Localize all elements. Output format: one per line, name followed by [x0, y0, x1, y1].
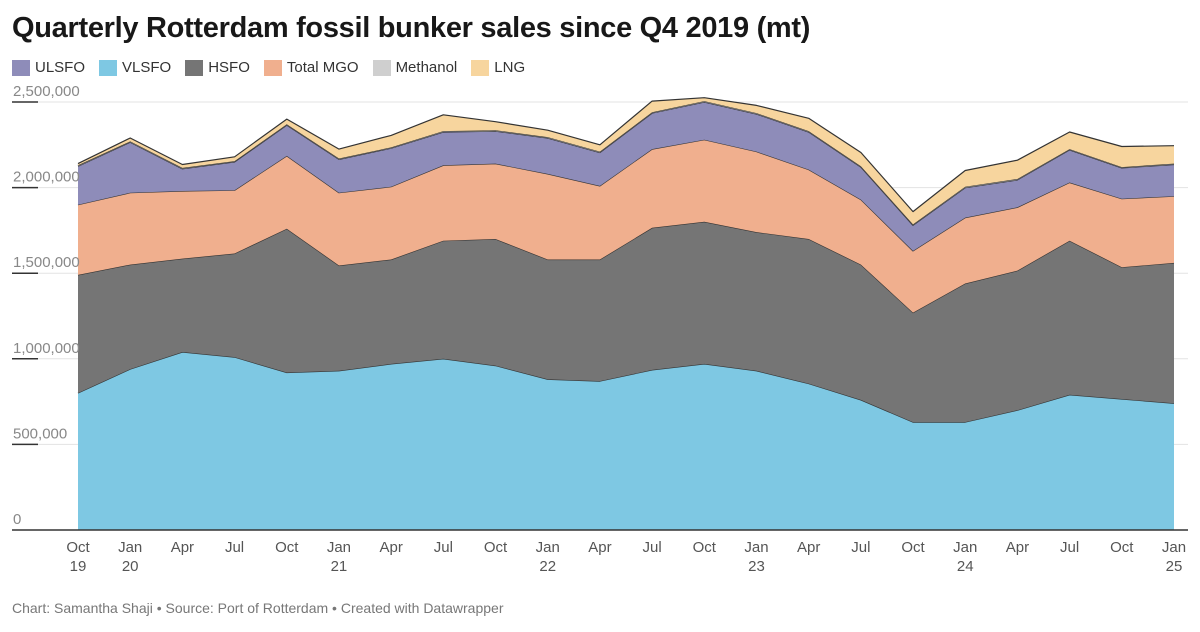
legend-item-ulsfo: ULSFO: [12, 59, 85, 76]
x-tick-label: Jul: [643, 539, 662, 556]
legend-swatch: [12, 59, 30, 76]
y-tick-label: 1,000,000: [13, 340, 80, 357]
x-tick-label: Jan: [327, 539, 351, 556]
legend-label: Total MGO: [286, 59, 359, 76]
legend-item-methanol: Methanol: [372, 59, 458, 76]
x-tick-label: Jan: [744, 539, 768, 556]
x-axis-labels: Oct 19 Jan 20 Apr Jul Oct Jan 21 Apr Jul Oct Jan 22 Ap…: [66, 539, 1186, 575]
area-series: [12, 97, 1188, 531]
x-tick-year-label: 22: [539, 558, 556, 575]
legend-label: HSFO: [208, 59, 250, 76]
x-tick-label: Apr: [797, 539, 820, 556]
legend-swatch: [263, 59, 282, 76]
x-tick-label: Apr: [379, 539, 402, 556]
area-hsfo: [78, 221, 1174, 423]
legend-label: ULSFO: [35, 59, 86, 76]
x-tick-label: Oct: [66, 539, 90, 556]
x-tick-label: Apr: [1006, 539, 1029, 556]
chart-source-credit: Chart: Samantha Shaji • Source: Port of …: [12, 600, 504, 616]
x-tick-year-label: 23: [748, 558, 765, 575]
area-ulsfo: [78, 102, 1174, 251]
x-tick-label: Jan: [1162, 539, 1186, 556]
y-tick-label: 500,000: [13, 425, 67, 442]
x-tick-year-label: 24: [957, 558, 974, 575]
x-tick-year-label: 20: [122, 558, 139, 575]
x-tick-label: Oct: [901, 539, 925, 556]
chart-title: Quarterly Rotterdam fossil bunker sales …: [12, 12, 811, 44]
legend-label: Methanol: [395, 59, 458, 76]
legend-swatch: [471, 59, 490, 76]
area-outline-lng: [77, 97, 1175, 213]
y-tick-label: 2,500,000: [13, 83, 80, 100]
x-tick-label: Jul: [225, 539, 244, 556]
x-tick-label: Jul: [434, 539, 453, 556]
legend-swatch: [185, 59, 204, 76]
x-tick-label: Apr: [588, 539, 611, 556]
x-tick-label: Jan: [536, 539, 560, 556]
x-tick-label: Jan: [118, 539, 142, 556]
y-axis-labels: 0 500,000 1,000,000 1,500,000 2,000,000 2,500…: [13, 83, 80, 528]
x-tick-label: Jan: [953, 539, 977, 556]
y-tick-label: 2,000,000: [13, 169, 80, 186]
legend-item-vlsfo: VLSFO: [99, 59, 171, 76]
y-tick-label: 1,500,000: [13, 254, 80, 271]
legend-label: VLSFO: [122, 59, 172, 76]
x-tick-year-label: 21: [331, 558, 348, 575]
x-tick-year-label: 19: [70, 558, 87, 575]
x-tick-label: Oct: [693, 539, 717, 556]
x-tick-label: Oct: [1110, 539, 1134, 556]
x-tick-label: Jul: [1060, 539, 1079, 556]
legend-item-lng: LNG: [471, 59, 525, 76]
area-total-mgo: [78, 139, 1174, 313]
y-tick-label: 0: [13, 511, 21, 528]
x-tick-label: Jul: [851, 539, 870, 556]
legend-label: LNG: [494, 59, 526, 76]
area-vlsfo: [78, 352, 1174, 530]
x-tick-label: Apr: [171, 539, 194, 556]
legend-swatch: [99, 59, 118, 76]
x-tick-label: Oct: [484, 539, 508, 556]
legend-item-hsfo: HSFO: [185, 59, 250, 76]
legend-item-total-mgo: Total MGO: [263, 59, 359, 76]
x-tick-label: Oct: [275, 539, 299, 556]
chart-legend: ULSFO VLSFO HSFO Total MGO Methanol LNG: [12, 59, 525, 76]
legend-swatch: [372, 59, 391, 76]
x-tick-year-label: 25: [1166, 558, 1183, 575]
